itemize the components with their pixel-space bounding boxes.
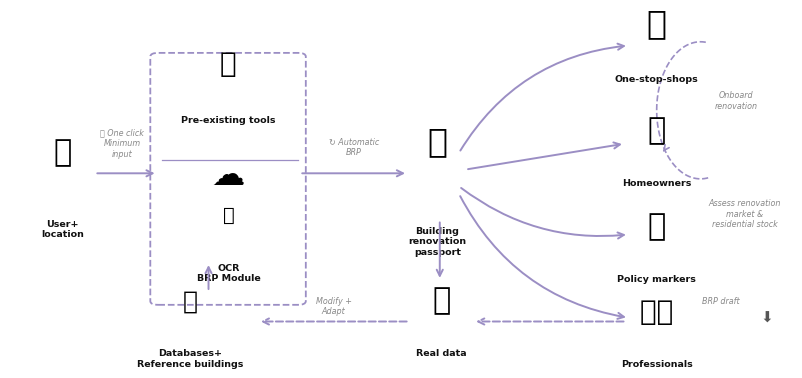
Text: BRP draft: BRP draft — [701, 297, 739, 306]
Text: ⬇: ⬇ — [759, 310, 772, 325]
Text: 🏠: 🏠 — [431, 287, 450, 316]
Text: 🧑‍💻: 🧑‍💻 — [639, 298, 672, 326]
Text: ↻ Automatic
BRP: ↻ Automatic BRP — [328, 138, 379, 157]
Text: Homeowners: Homeowners — [622, 179, 691, 188]
Text: Onboard
renovation: Onboard renovation — [714, 91, 757, 111]
Text: Policy markers: Policy markers — [617, 275, 695, 284]
Text: 🕸️: 🕸️ — [646, 7, 666, 40]
Text: 🧑: 🧑 — [54, 138, 71, 167]
Text: Professionals: Professionals — [620, 360, 691, 369]
Text: 👩: 👩 — [646, 116, 665, 145]
Text: 🏛️: 🏛️ — [646, 212, 665, 242]
Text: 📱: 📱 — [427, 125, 447, 158]
Text: Modify +
Adapt: Modify + Adapt — [315, 297, 351, 316]
Text: Real data: Real data — [415, 349, 466, 358]
Text: ⦾ One click
Minimum
input: ⦾ One click Minimum input — [100, 129, 144, 158]
Text: 🏗️: 🏗️ — [182, 289, 197, 313]
Text: OCR
BRP Module: OCR BRP Module — [196, 264, 260, 284]
Text: Assess renovation
market &
residential stock: Assess renovation market & residential s… — [707, 199, 780, 229]
Text: One-stop-shops: One-stop-shops — [614, 75, 698, 84]
Text: Building
renovation
passport: Building renovation passport — [407, 227, 466, 257]
Text: 🖥️: 🖥️ — [220, 50, 237, 78]
Text: 🏢: 🏢 — [222, 206, 234, 225]
Text: ☁️: ☁️ — [212, 159, 245, 192]
Text: Pre-existing tools: Pre-existing tools — [181, 116, 275, 125]
Text: Databases+
Reference buildings: Databases+ Reference buildings — [137, 349, 243, 369]
Text: User+
location: User+ location — [41, 220, 84, 239]
